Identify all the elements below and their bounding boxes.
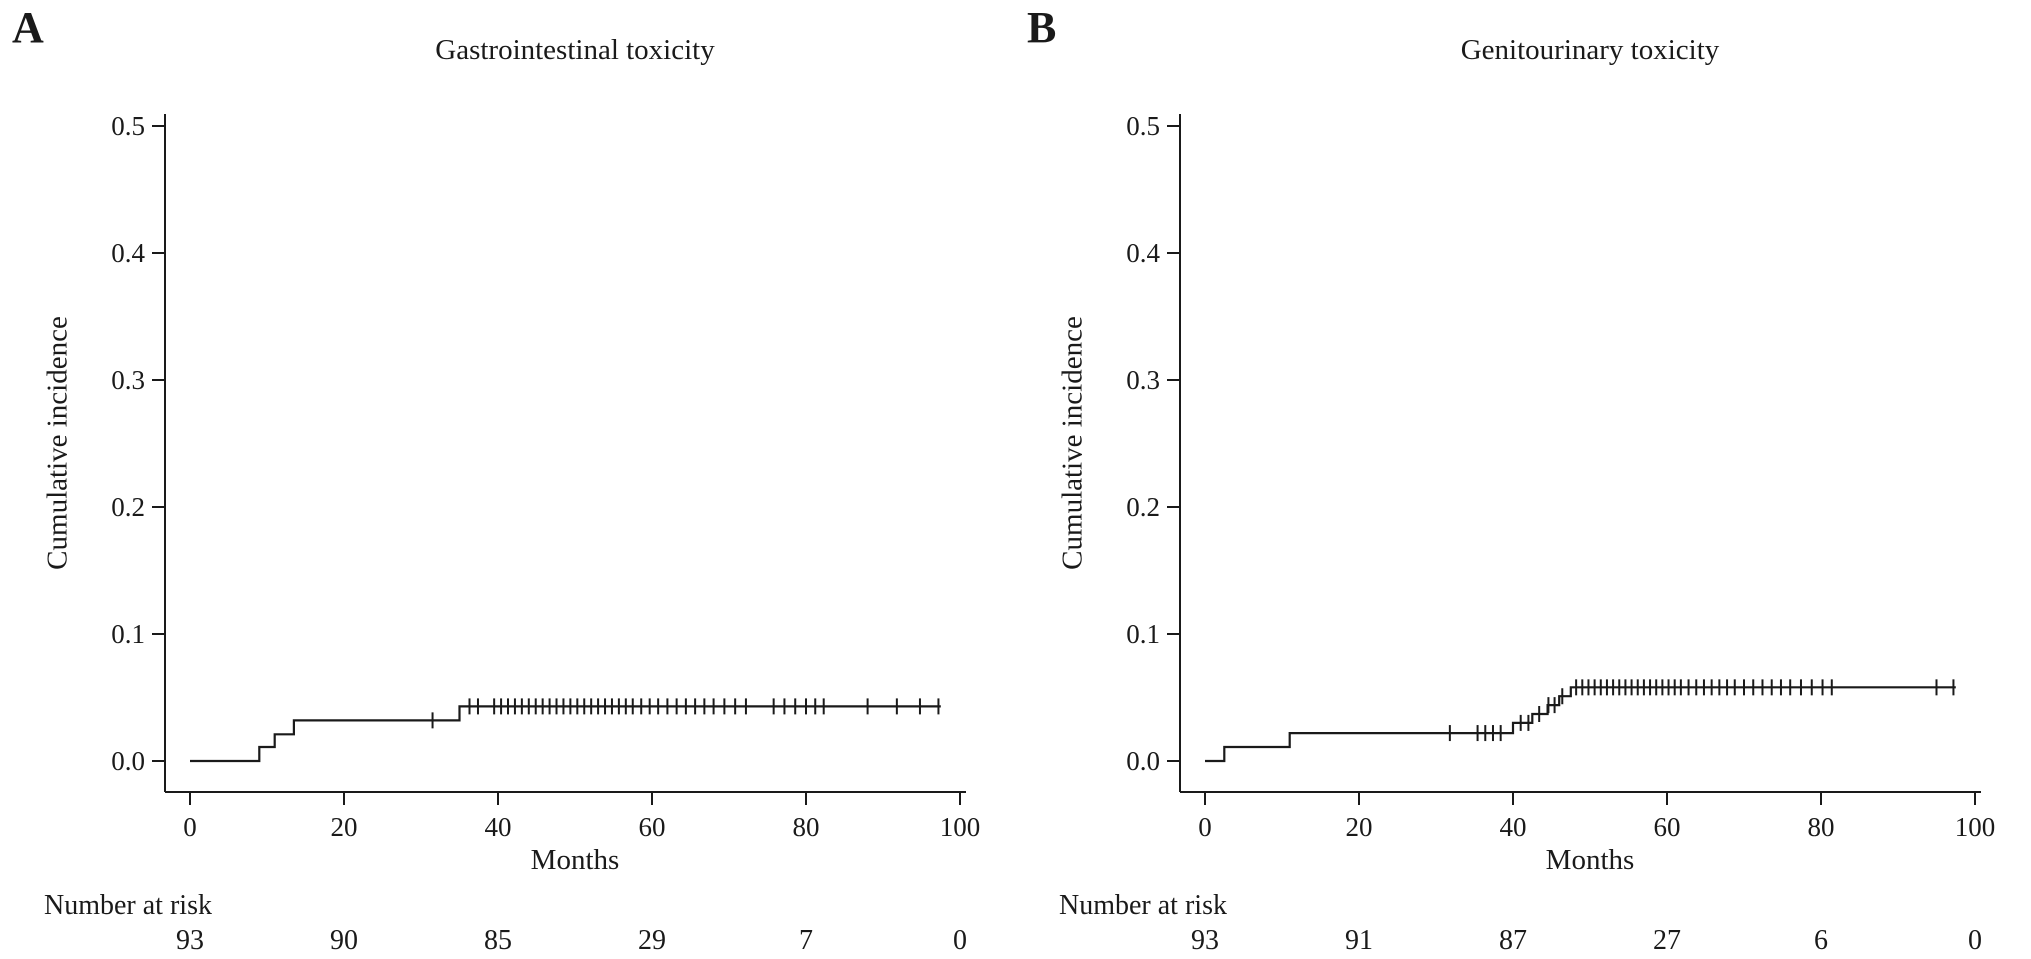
chart-title: Genitourinary toxicity (1460, 34, 1720, 66)
x-tick-label: 0 (1198, 812, 1212, 842)
incidence-step-curve (1205, 686, 1956, 763)
y-tick-label: 0.3 (1126, 365, 1160, 395)
x-tick-label: 60 (639, 812, 666, 842)
x-tick-label: 20 (331, 812, 358, 842)
risk-count: 7 (799, 925, 813, 956)
risk-count: 91 (1345, 925, 1373, 956)
y-tick-label: 0.1 (1126, 619, 1160, 649)
y-tick-label: 0.0 (111, 746, 145, 776)
risk-count: 0 (953, 925, 967, 956)
y-tick-label: 0.1 (111, 619, 145, 649)
x-tick-label: 40 (1500, 812, 1527, 842)
panel-b-genitourinary: 0.0 0.1 0.2 0.3 0.4 0.5 0 20 40 60 80 100 93 91 87 27 6 0… (1015, 0, 2030, 959)
x-axis-label: Months (1545, 844, 1635, 876)
risk-count: 29 (638, 925, 666, 956)
panel-label: B (1027, 3, 1057, 52)
y-tick-label: 0.5 (1126, 111, 1160, 141)
risk-count: 0 (1968, 925, 1982, 956)
y-tick-label: 0.2 (1126, 492, 1160, 522)
x-tick-label: 100 (1955, 812, 1996, 842)
y-tick-label: 0.0 (1126, 746, 1160, 776)
y-tick-label: 0.4 (111, 238, 145, 268)
risk-count: 6 (1814, 925, 1828, 956)
x-tick-label: 20 (1346, 812, 1373, 842)
chart-title: Gastrointestinal toxicity (435, 34, 715, 66)
panel-label: A (12, 3, 44, 52)
x-tick-label: 80 (793, 812, 820, 842)
y-axis-label: Cumulative incidence (1056, 316, 1089, 570)
x-tick-label: 60 (1654, 812, 1681, 842)
y-tick-label: 0.2 (111, 492, 145, 522)
number-at-risk-label: Number at risk (44, 890, 212, 921)
risk-count: 93 (1191, 925, 1219, 956)
x-axis-label: Months (530, 844, 620, 876)
x-tick-label: 80 (1808, 812, 1835, 842)
x-tick-label: 40 (485, 812, 512, 842)
risk-count: 87 (1499, 925, 1527, 956)
risk-count: 90 (330, 925, 358, 956)
number-at-risk-label: Number at risk (1059, 890, 1227, 921)
x-tick-label: 0 (183, 812, 197, 842)
y-tick-label: 0.3 (111, 365, 145, 395)
km-plot-gastrointestinal: 0.0 0.1 0.2 0.3 0.4 0.5 0 20 40 60 80 100 93 90 85 29 7 0 (111, 111, 981, 956)
y-axis-label: Cumulative incidence (41, 316, 74, 570)
x-tick-label: 100 (940, 812, 981, 842)
risk-count: 85 (484, 925, 512, 956)
panel-a-gastrointestinal: 0.0 0.1 0.2 0.3 0.4 0.5 0 20 40 60 80 100 93 90 85 29 7 0… (0, 0, 1015, 959)
risk-count: 93 (176, 925, 204, 956)
y-tick-label: 0.5 (111, 111, 145, 141)
y-tick-label: 0.4 (1126, 238, 1160, 268)
risk-count: 27 (1653, 925, 1681, 956)
incidence-step-curve (190, 705, 941, 763)
